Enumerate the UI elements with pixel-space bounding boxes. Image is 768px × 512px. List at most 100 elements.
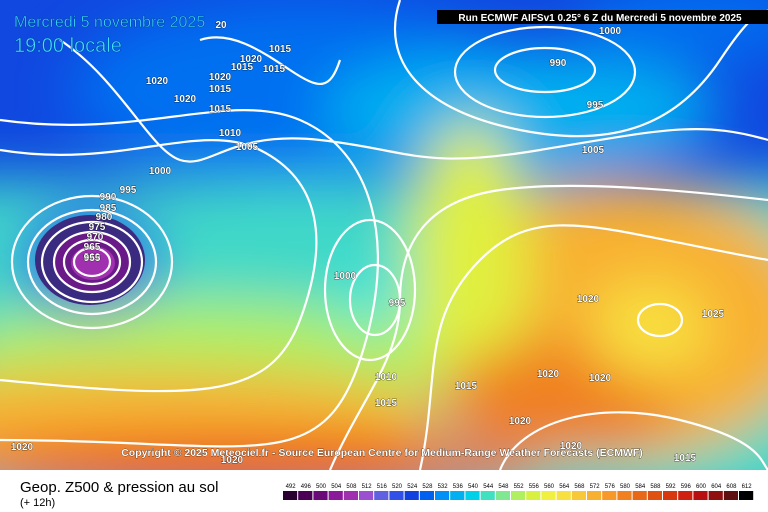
isobar-label: 1020	[537, 369, 560, 380]
legend-label: 604	[711, 484, 722, 490]
footer-lead: (+ 12h)	[20, 497, 55, 509]
isobar-label: 990	[550, 58, 567, 69]
isobar-label: 1005	[236, 142, 259, 153]
isobar-label: 1015	[269, 44, 292, 55]
legend-label: 544	[483, 484, 494, 490]
copyright: Copyright © 2025 Meteociel.fr - Source E…	[121, 447, 643, 459]
legend-swatch	[389, 491, 404, 500]
legend-swatch	[526, 491, 541, 500]
isobar-label: 985	[100, 203, 117, 214]
isobar-label: 1020	[174, 94, 197, 105]
run-banner	[437, 10, 768, 24]
legend-label: 496	[301, 484, 312, 490]
legend-swatch	[328, 491, 343, 500]
legend-label: 516	[377, 484, 388, 490]
isobar-label: 1015	[375, 398, 398, 409]
legend-label: 532	[438, 484, 449, 490]
legend-swatch	[359, 491, 374, 500]
legend-swatch	[450, 491, 465, 500]
isobar-label: 1020	[209, 72, 232, 83]
color-legend: 492 496 500 504 508 512 516 520 524 528 532 536 540 5…	[283, 484, 754, 500]
legend-swatch	[617, 491, 632, 500]
legend-swatch	[298, 491, 313, 500]
legend-label: 536	[453, 484, 464, 490]
isobars	[0, 0, 768, 470]
isobar-label: 1025	[702, 309, 725, 320]
legend-label: 524	[407, 484, 418, 490]
isobar-label: 1020	[509, 416, 532, 427]
legend-label: 612	[742, 484, 753, 490]
legend-swatch	[723, 491, 738, 500]
footer-title: Geop. Z500 & pression au sol	[20, 479, 218, 496]
legend-label: 492	[286, 484, 297, 490]
isobar-label: 1010	[375, 372, 398, 383]
isobar-label: 995	[120, 185, 137, 196]
isobar-label: 1020	[240, 54, 263, 65]
legend-label: 552	[514, 484, 525, 490]
legend-label: 564	[559, 484, 570, 490]
legend-label: 528	[422, 484, 433, 490]
legend-label: 584	[635, 484, 646, 490]
isobar-label: 20	[215, 20, 227, 31]
legend-swatch	[708, 491, 723, 500]
legend-label: 556	[529, 484, 540, 490]
isobar-label: 975	[89, 222, 106, 233]
legend-label: 548	[498, 484, 509, 490]
legend-swatch	[511, 491, 526, 500]
isobar-label: 995	[389, 298, 406, 309]
isobar-label: 1020	[589, 373, 612, 384]
isobar-label: 1015	[209, 104, 232, 115]
map-date: Mercredi 5 novembre 2025	[14, 14, 205, 31]
isobar-label: 1020	[221, 455, 244, 466]
legend-swatch	[465, 491, 480, 500]
legend-label: 540	[468, 484, 479, 490]
legend-label: 588	[650, 484, 661, 490]
legend-label: 500	[316, 484, 327, 490]
legend-label: 580	[620, 484, 631, 490]
legend-label: 596	[681, 484, 692, 490]
isobar-label: 1015	[209, 84, 232, 95]
isobar-label: 970	[87, 232, 104, 243]
legend-swatch	[435, 491, 450, 500]
isobar-label: 965	[84, 242, 101, 253]
legend-swatch	[739, 491, 754, 500]
isobar-label: 1020	[146, 76, 169, 87]
legend-swatch	[587, 491, 602, 500]
legend-label: 576	[605, 484, 616, 490]
legend-swatch	[480, 491, 495, 500]
isobar-label: 1000	[149, 166, 172, 177]
legend-swatch	[678, 491, 693, 500]
legend-swatch	[693, 491, 708, 500]
isobar-label: 1015	[263, 64, 286, 75]
legend-label: 508	[346, 484, 357, 490]
legend-label: 572	[590, 484, 601, 490]
run-info: Run ECMWF AIFSv1 0.25° 6 Z du Mercredi 5…	[458, 13, 742, 24]
isobar-label: 1000	[334, 271, 357, 282]
legend-swatch	[556, 491, 571, 500]
legend-swatch	[571, 491, 586, 500]
legend-label: 504	[331, 484, 342, 490]
isobar-label: 1000	[599, 26, 622, 37]
isobar-label: 1015	[674, 453, 697, 464]
isobar-label: 955	[84, 253, 101, 264]
legend-swatch	[602, 491, 617, 500]
isobar-label: 1015	[231, 62, 254, 73]
isobar-label: 1020	[560, 441, 583, 452]
legend-swatch	[283, 491, 298, 500]
legend-label: 568	[574, 484, 585, 490]
legend-swatch	[632, 491, 647, 500]
legend-swatch	[495, 491, 510, 500]
isobar-label: 1005	[582, 145, 605, 156]
legend-swatch	[404, 491, 419, 500]
legend-swatch	[647, 491, 662, 500]
isobar-label: 1020	[577, 294, 600, 305]
isobar-label: 1010	[219, 128, 242, 139]
legend-label: 608	[726, 484, 737, 490]
legend-label: 592	[666, 484, 677, 490]
legend-swatch	[419, 491, 434, 500]
legend-swatch	[374, 491, 389, 500]
legend-swatch	[313, 491, 328, 500]
